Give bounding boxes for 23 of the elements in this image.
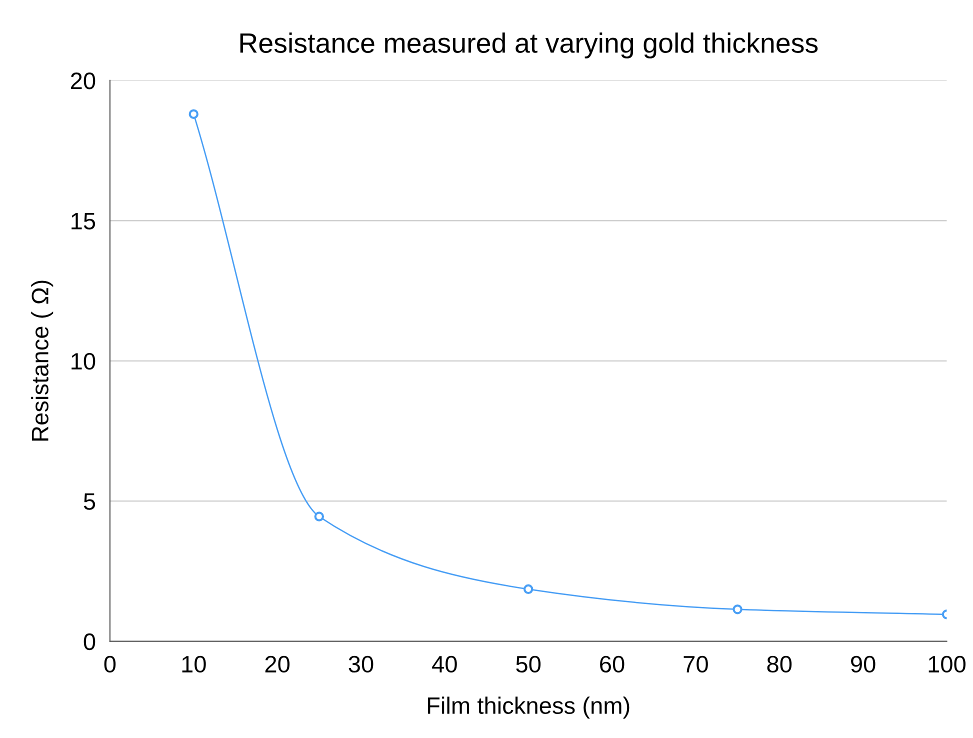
x-tick-label: 90 [851,656,876,673]
x-tick-label: 0 [104,656,116,673]
y-axis-title: Resistance ( Ω) [31,280,54,441]
x-tick-label: 60 [600,656,624,673]
y-tick-label: 10 [72,352,96,370]
x-tick-label: 100 [928,656,966,673]
point [314,512,324,522]
y-tick-label: 5 [84,493,96,510]
x-tick-label: 30 [348,656,374,673]
x-axis-title: Film thickness (nm) [428,696,630,719]
x-tick-label: 70 [684,656,708,673]
point [523,584,534,594]
y-tick-label: 0 [84,633,96,650]
x-tick-label: 10 [182,656,206,673]
x-tick-label: 80 [767,656,792,673]
x-tick-label: 40 [432,656,457,673]
point [732,604,742,614]
x-tick-label: 50 [516,656,541,673]
point [188,109,198,119]
chart-title: Resistance measured at varying gold thickness [240,32,818,58]
y-tick-label: 20 [70,72,96,90]
x-tick-label: 20 [265,656,290,673]
y-tick-label: 15 [72,212,96,230]
